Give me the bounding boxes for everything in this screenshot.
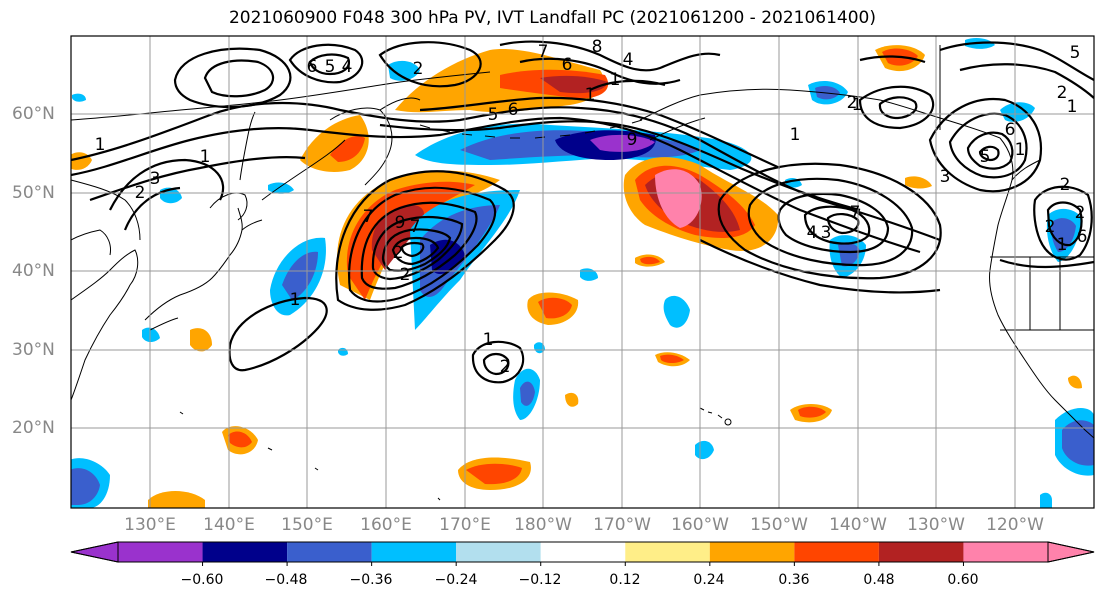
colorbar-swatch	[202, 542, 288, 562]
shade-darkred	[371, 204, 425, 270]
contour-label: 2	[847, 93, 858, 113]
contour-label: 6	[1077, 227, 1088, 247]
contour-label: 4	[342, 57, 353, 77]
colorbar	[70, 541, 1095, 566]
contour-label: 6	[1005, 120, 1016, 140]
contour-label: 2	[413, 59, 424, 79]
pv-shading	[71, 37, 1094, 508]
contour-label: 5	[980, 147, 991, 167]
contour-label: 9	[627, 130, 638, 150]
colorbar-tick-label: −0.12	[518, 572, 562, 588]
colorbar-swatch	[625, 542, 710, 562]
contour-label: 3	[940, 167, 951, 187]
contour-label: 1	[1057, 235, 1068, 255]
colorbar-swatch	[878, 542, 964, 562]
colorbar-tick-label: −0.24	[434, 572, 478, 588]
contour-label: 1	[290, 290, 301, 310]
contour-label: 5	[488, 105, 499, 125]
shade-red	[346, 181, 475, 300]
contour-label: 1	[790, 125, 801, 145]
contour-label: 3	[150, 169, 161, 189]
lon-label: 180°W	[514, 515, 572, 535]
contour-label: 5	[325, 57, 336, 77]
contour-label: 4	[623, 50, 634, 70]
colorbar-tick-label: 0.24	[693, 572, 725, 588]
contour-label: 9	[395, 213, 406, 233]
colorbar-tick-label: −0.60	[180, 572, 224, 588]
contour-label: 5	[1070, 43, 1081, 63]
colorbar-tick-label: 0.36	[778, 572, 810, 588]
contour-label: 7	[410, 217, 421, 237]
contour-label: 6	[562, 55, 573, 75]
contour-label: 1	[200, 147, 211, 167]
contour-label: 1	[610, 70, 621, 90]
colorbar-tick-label: −0.48	[264, 572, 308, 588]
contour-label: 1	[852, 95, 863, 115]
lon-label: 120°W	[986, 515, 1044, 535]
contour-label: 2	[1045, 217, 1056, 237]
gridlines	[71, 36, 1094, 508]
colorbar-swatch	[456, 542, 541, 562]
contour-label: 4	[807, 223, 818, 243]
contour-label: 7	[538, 42, 549, 62]
contour-label: 1	[483, 330, 494, 350]
colorbar-tick-label: 0.60	[947, 572, 979, 588]
lon-label: 140°W	[829, 515, 887, 535]
contour-label: 2	[1075, 203, 1086, 223]
lon-label: 130°W	[907, 515, 965, 535]
colorbar-swatch	[963, 542, 1048, 562]
colorbar-swatch	[540, 542, 626, 562]
contour-labels: 1 3 6 5 4 2 7 8 6 5 6 1 7 9 2 1 1 4 1 9 …	[95, 37, 1088, 377]
lat-label: 60°N	[12, 104, 55, 124]
contour-label: 1	[1015, 140, 1026, 160]
contour-label: 2	[1057, 83, 1068, 103]
colorbar-tick-label: −0.36	[349, 572, 393, 588]
map-frame	[70, 35, 1095, 509]
lon-label: 130°E	[124, 515, 176, 535]
contour-label: 2	[500, 357, 511, 377]
lon-label: 150°W	[750, 515, 808, 535]
contour-label: 6	[307, 57, 318, 77]
contour-label: 2	[1060, 175, 1071, 195]
lon-label: 160°W	[671, 515, 729, 535]
colorbar-swatch	[371, 542, 457, 562]
contour-label: 2	[393, 243, 404, 263]
lon-label: 150°E	[281, 515, 333, 535]
contour-label: 1	[95, 135, 106, 155]
map-title: 2021060900 F048 300 hPa PV, IVT Landfall…	[228, 8, 876, 28]
contour-label: 7	[850, 203, 861, 223]
lat-label: 20°N	[12, 418, 55, 438]
lat-label: 40°N	[12, 261, 55, 281]
lon-label: 170°E	[439, 515, 491, 535]
colorbar-tick-label: 0.48	[863, 572, 895, 588]
colorbar-swatch	[287, 542, 372, 562]
contour-label: 8	[592, 37, 603, 57]
colorbar-extend-min	[70, 541, 119, 563]
contour-label: 1	[585, 85, 596, 105]
lat-label: 50°N	[12, 183, 55, 203]
colorbar-outline	[70, 541, 1095, 563]
colorbar-extend-max	[1047, 541, 1095, 563]
lon-label: 170°W	[593, 515, 651, 535]
colorbar-swatch	[794, 542, 879, 562]
contour-label: 1	[1067, 97, 1078, 117]
contour-label: 2	[135, 183, 146, 203]
contour-label: 3	[821, 223, 832, 243]
lon-label: 140°E	[203, 515, 255, 535]
colorbar-swatch	[118, 542, 203, 562]
colorbar-swatch	[709, 542, 795, 562]
contour-label: 7	[363, 207, 374, 227]
colorbar-tick-label: 0.12	[609, 572, 641, 588]
lat-label: 30°N	[12, 340, 55, 360]
contour-label: 2	[400, 265, 411, 285]
contour-label: 6	[508, 100, 519, 120]
lon-label: 160°E	[360, 515, 412, 535]
coastlines	[71, 45, 1094, 501]
